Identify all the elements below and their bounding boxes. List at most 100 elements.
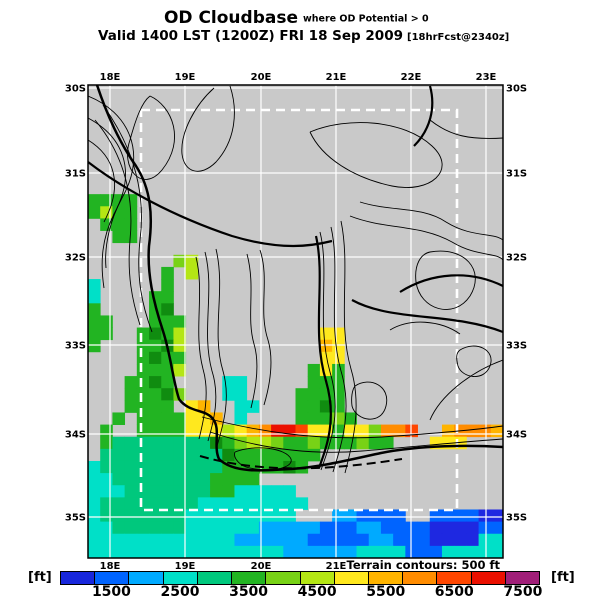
raster-cell [393, 521, 406, 535]
raster-cell [295, 448, 309, 462]
raster-cell [332, 376, 345, 389]
raster-cell [210, 533, 223, 547]
raster-cell [136, 351, 150, 365]
raster-cell [185, 521, 199, 535]
right-axis-label: 30S [506, 84, 527, 95]
raster-cell [100, 436, 113, 450]
raster-cell [344, 533, 357, 547]
colorbar-tick-label: 4500 [297, 584, 337, 600]
raster-cell [332, 400, 345, 413]
raster-cell [307, 533, 321, 547]
raster-cell [429, 521, 443, 535]
raster-cell [356, 509, 370, 523]
raster-cell [258, 448, 272, 462]
raster-cell [197, 533, 211, 547]
colorbar-tick-label: 1500 [91, 584, 131, 600]
colorbar-unit-right: [ft] [551, 570, 575, 585]
colorbar-segment [162, 572, 197, 584]
raster-cell [100, 497, 113, 510]
raster-cell [332, 436, 345, 450]
raster-cell [246, 448, 260, 462]
raster-cell [454, 545, 467, 558]
top-axis-label: 20E [251, 72, 272, 83]
raster-cell [124, 533, 138, 547]
raster-cell [283, 497, 296, 510]
right-axis-label: 32S [506, 253, 527, 264]
raster-cell [161, 460, 174, 474]
raster-cell [112, 460, 126, 474]
raster-cell [466, 509, 479, 523]
raster-cell [283, 485, 296, 498]
raster-cell [100, 315, 113, 328]
raster-cell [246, 545, 260, 558]
raster-cell [478, 424, 492, 438]
forecast-tag: [18hrFcst@2340z] [407, 32, 509, 43]
raster-cell [112, 218, 126, 231]
raster-cell [307, 436, 321, 450]
raster-cell [185, 533, 199, 547]
inner-domain-boundary [139, 108, 459, 512]
raster-cell [283, 424, 296, 438]
raster-cell [295, 412, 309, 425]
left-axis-label: 35S [65, 513, 86, 524]
raster-cell [173, 509, 187, 523]
colorbar-segment [94, 572, 129, 584]
raster-cell [417, 545, 431, 558]
raster-cell [173, 473, 187, 486]
terrain-contours [88, 85, 503, 474]
raster-cell [185, 497, 199, 510]
raster-cell [112, 436, 126, 450]
raster-cell [185, 448, 199, 462]
raster-cell [283, 448, 296, 462]
raster-cell [112, 509, 126, 523]
raster-cell [149, 473, 162, 486]
raster-cell [380, 545, 394, 558]
raster-cell [210, 521, 223, 535]
raster-cell [100, 521, 113, 535]
bottom-axis-label: 21E [326, 561, 347, 572]
raster-cell [173, 424, 187, 438]
raster-cell [283, 509, 296, 523]
raster-cell [222, 376, 235, 389]
raster-cell [124, 509, 138, 523]
raster-cell [124, 400, 138, 413]
raster-cell [124, 473, 138, 486]
raster-cell [100, 509, 113, 523]
raster-cell [319, 339, 333, 353]
raster-cell [332, 533, 345, 547]
raster-cell [319, 351, 333, 365]
left-axis-label: 33S [65, 341, 86, 352]
raster-cell [393, 545, 406, 558]
raster-cell [344, 412, 357, 425]
raster-cell [307, 388, 321, 401]
raster-cell [173, 497, 187, 510]
raster-cell [368, 509, 382, 523]
raster-cell [222, 497, 235, 510]
raster-cell [234, 533, 248, 547]
raster-cell [112, 521, 126, 535]
raster-cell [319, 521, 333, 535]
raster-cell [161, 424, 174, 438]
raster-cell [161, 279, 174, 292]
colorbar-segment [128, 572, 163, 584]
raster-cell [405, 521, 418, 535]
raster-cell [356, 424, 370, 438]
raster-cell [454, 521, 467, 535]
raster-cell [124, 448, 138, 462]
raster-cell [234, 497, 248, 510]
raster-cell [136, 388, 150, 401]
raster-cell [356, 545, 370, 558]
raster-cell [283, 545, 296, 558]
raster-cell [295, 497, 309, 510]
bottom-axis-label: 20E [251, 561, 272, 572]
raster-cell [149, 327, 162, 341]
raster-cell [210, 545, 223, 558]
raster-cell [124, 230, 138, 244]
raster-cell [319, 327, 333, 341]
raster-cell [136, 400, 150, 413]
raster-cell [258, 485, 272, 498]
bottom-axis-label: 19E [175, 561, 196, 572]
raster-cell [197, 521, 211, 535]
raster-cell [258, 497, 272, 510]
raster-cell [258, 436, 272, 450]
